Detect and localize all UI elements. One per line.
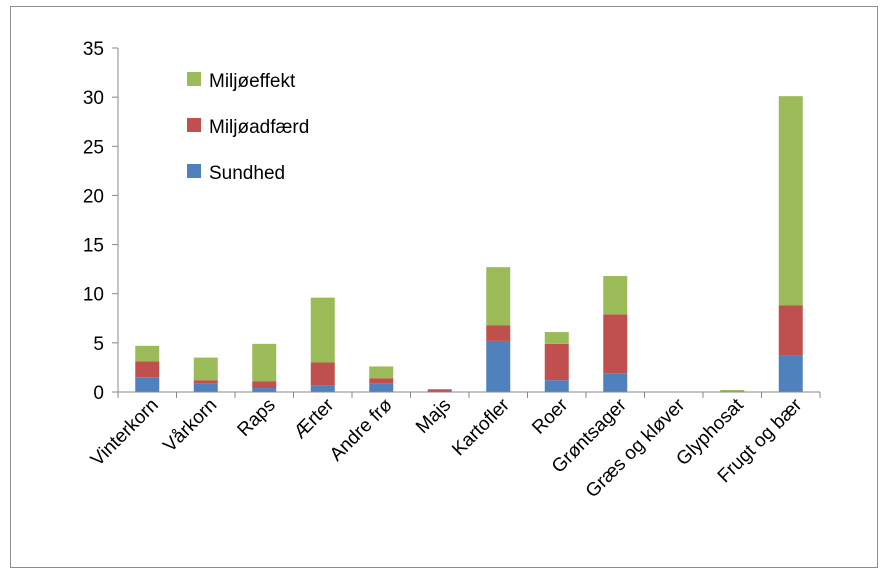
y-tick-label: 15 [83, 236, 104, 257]
bar-segment [369, 366, 394, 379]
y-tick-label: 30 [83, 88, 104, 109]
bar-segment [252, 343, 277, 382]
legend-label: Miljøadfærd [209, 117, 309, 138]
bar-segment [544, 380, 569, 392]
bar-segment [778, 96, 803, 306]
bar-segment [544, 332, 569, 344]
y-tick-label: 20 [83, 186, 104, 207]
x-tick-label: Andre frø [326, 394, 397, 465]
bar-segment [310, 297, 335, 363]
legend-swatch [187, 118, 201, 132]
bar-segment [369, 378, 394, 384]
y-tick-label: 0 [93, 383, 104, 404]
x-tick-label: Kartofler [448, 394, 514, 460]
bar-segment [720, 390, 745, 392]
chart-frame [10, 6, 878, 568]
bar-segment [193, 357, 218, 381]
legend-swatch [187, 164, 201, 178]
x-tick-label: Vinterkorn [87, 395, 163, 471]
x-tick-label: Raps [234, 395, 280, 441]
bars-layer [135, 96, 803, 393]
bar-segment [193, 380, 218, 384]
bar-segment [544, 343, 569, 381]
bar-segment [427, 389, 452, 392]
bar-segment [193, 383, 218, 392]
bar-segment [603, 276, 628, 315]
bar-segment [778, 305, 803, 356]
bar-segment [778, 355, 803, 392]
legend-label: Sundhed [209, 163, 285, 184]
bar-segment [603, 373, 628, 392]
bar-segment [135, 345, 160, 362]
bar-segment [310, 362, 335, 386]
x-tick-label: Majs [412, 395, 455, 438]
bar-segment [486, 340, 511, 392]
bar-segment [135, 377, 160, 392]
legend-swatch [187, 72, 201, 86]
x-tick-label: Ærter [290, 394, 339, 443]
legend: Miljøeffekt Miljøadfærd Sundhed [187, 71, 309, 184]
y-tick-label: 35 [83, 39, 104, 60]
bar-segment [486, 267, 511, 326]
bar-segment [310, 385, 335, 392]
bar-segment [135, 361, 160, 378]
y-tick-label: 5 [93, 334, 104, 355]
bar-segment [603, 314, 628, 374]
x-tick-label: Græs og kløver [582, 394, 690, 502]
bar-segment [252, 388, 277, 392]
bar-segment [369, 383, 394, 392]
x-tick-label: Roer [528, 394, 572, 438]
legend-label: Miljøeffekt [209, 71, 296, 92]
y-tick-labels: 0 5 10 15 20 25 30 35 [83, 39, 104, 404]
y-tick-label: 10 [83, 285, 104, 306]
bar-segment [252, 381, 277, 389]
bar-segment [486, 325, 511, 341]
y-tick-label: 25 [83, 137, 104, 158]
axes-layer [112, 47, 821, 398]
x-tick-label: Vårkorn [159, 395, 221, 457]
bar-segment [427, 389, 452, 390]
